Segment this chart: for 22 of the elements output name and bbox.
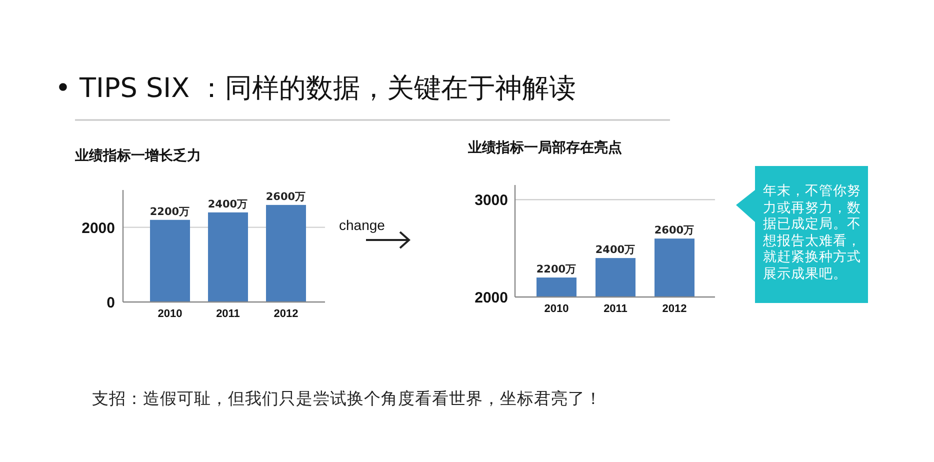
chart-title: 业绩指标一局部存在亮点 (467, 139, 622, 156)
x-tick-label: 2011 (216, 308, 240, 320)
x-tick-label: 2010 (158, 308, 182, 320)
data-label: 2600万 (654, 224, 695, 237)
data-label: 2600万 (266, 190, 306, 203)
x-tick-label: 2012 (662, 303, 687, 315)
y-tick-label: 3000 (474, 192, 508, 210)
text: 支招：造假可耻，但我们只是尝试换个角度看看世界，坐标君亮了！ (92, 389, 602, 408)
y-tick-label: 2000 (82, 220, 115, 237)
x-tick-label: 2012 (274, 308, 298, 320)
text: change (339, 217, 386, 233)
data-label: 2400万 (595, 244, 636, 256)
y-tick-label: 0 (106, 294, 115, 312)
y-tick-label: 2000 (474, 290, 508, 306)
data-label: 2200万 (150, 206, 190, 218)
text: 年末，不管你努力或再努力，数据已成定局。不想报告太难看，就赶紧换种方式展示成果吧。 (763, 183, 862, 282)
text: • TIPS SIX ：同样的数据，关键在于神解读 (55, 73, 576, 104)
x-tick-label: 2011 (604, 303, 628, 315)
data-label: 2200万 (536, 264, 577, 276)
data-label: 2400万 (208, 198, 248, 210)
chart-title: 业绩指标一增长乏力 (74, 147, 201, 164)
x-tick-label: 2010 (544, 303, 569, 315)
